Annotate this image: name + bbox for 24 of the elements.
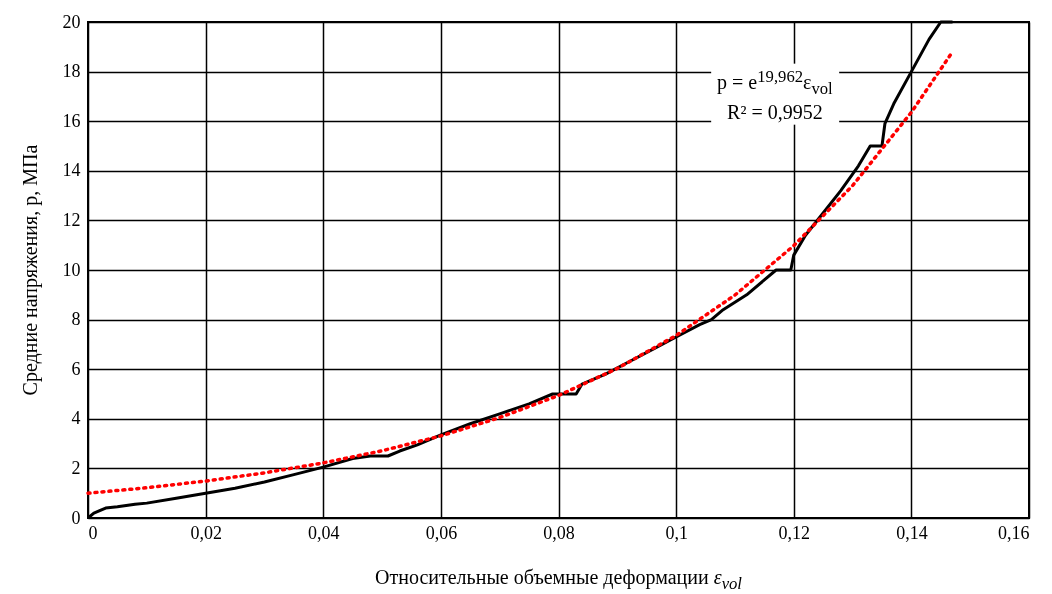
x-tick-label: 0,08 [543, 522, 575, 543]
x-axis-title: Относительные объемные деформации ε$_{vol}$ [374, 566, 743, 594]
x-tick-label: 0,12 [778, 522, 810, 543]
x-tick-label: 0,14 [896, 522, 928, 543]
y-tick-label: 18 [62, 61, 81, 82]
x-tick-label: 0,04 [308, 522, 340, 543]
x-tick-label: 0,16 [998, 522, 1030, 543]
x-tick-label: 0,06 [425, 522, 458, 543]
annotation: p = e$^{19,962}$ε$_{vol}$ [717, 66, 833, 99]
y-tick-label: 6 [71, 358, 81, 379]
y-tick-label: 12 [62, 209, 81, 230]
y-tick-label: 20 [62, 11, 81, 32]
x-tick-label: 0,02 [190, 522, 222, 543]
y-tick-label: 14 [62, 160, 81, 181]
y-tick-label: 0 [71, 507, 81, 528]
y-axis-title: Средние напряжения, p, МПа [18, 144, 42, 396]
y-tick-label: 4 [71, 408, 81, 429]
x-tick-label: 0 [88, 522, 98, 543]
annotation: R² = 0,9952 [727, 100, 823, 123]
x-tick-label: 0,1 [665, 522, 688, 543]
y-tick-label: 10 [62, 259, 81, 280]
y-tick-label: 2 [71, 457, 81, 478]
y-tick-label: 8 [71, 309, 81, 330]
y-tick-label: 16 [62, 110, 81, 131]
